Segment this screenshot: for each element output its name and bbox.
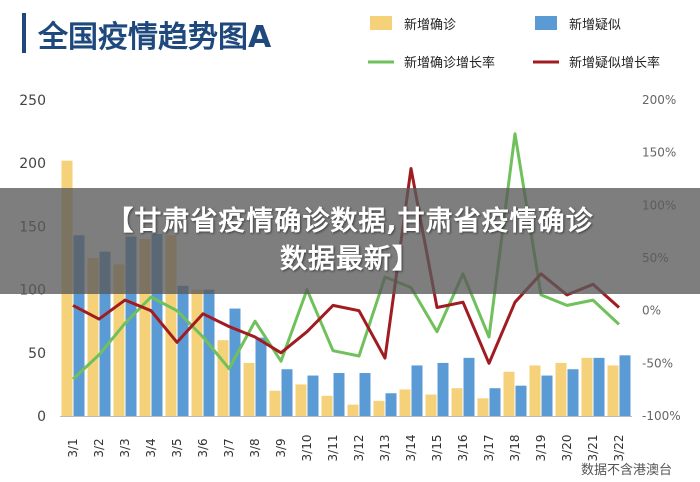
bar-confirmed bbox=[269, 390, 281, 416]
x-tick-label: 3/7 bbox=[222, 438, 236, 457]
x-tick-label: 3/22 bbox=[612, 435, 626, 462]
bar-confirmed bbox=[581, 357, 593, 416]
bar-suspected bbox=[281, 369, 293, 416]
bars bbox=[61, 160, 631, 416]
x-tick-label: 3/5 bbox=[170, 438, 184, 457]
x-tick-label: 3/4 bbox=[144, 438, 158, 457]
x-tick-label: 3/19 bbox=[534, 435, 548, 462]
right-tick-label: 200% bbox=[642, 93, 676, 107]
bar-suspected bbox=[463, 357, 475, 416]
bar-suspected bbox=[307, 375, 319, 416]
bar-suspected bbox=[151, 233, 163, 416]
bar-confirmed bbox=[139, 239, 151, 416]
headline-banner: 【甘肃省疫情确诊数据,甘肃省疫情确诊 数据最新】 bbox=[0, 188, 700, 294]
bar-suspected bbox=[333, 373, 345, 416]
bar-suspected bbox=[73, 235, 85, 416]
x-tick-label: 3/16 bbox=[456, 435, 470, 462]
x-tick-label: 3/9 bbox=[274, 438, 288, 457]
right-tick-label: 150% bbox=[642, 146, 676, 160]
bar-suspected bbox=[619, 355, 631, 416]
chart-title: 全国疫情趋势图A bbox=[37, 20, 272, 55]
bar-suspected bbox=[177, 285, 189, 416]
bar-suspected bbox=[385, 393, 397, 416]
x-tick-label: 3/21 bbox=[586, 435, 600, 462]
legend-swatch bbox=[535, 16, 557, 30]
x-tick-label: 3/8 bbox=[248, 438, 262, 457]
x-axis: 3/1 3/2 3/3 3/4 3/5 3/6 3/7 3/8 3/9 3/10 3/11 3/12 3… bbox=[60, 416, 632, 462]
bar-confirmed bbox=[373, 400, 385, 416]
x-tick-label: 3/15 bbox=[430, 435, 444, 462]
bar-confirmed bbox=[399, 389, 411, 416]
x-tick-label: 3/14 bbox=[404, 435, 418, 462]
bar-confirmed bbox=[607, 365, 619, 416]
legend-label: 新增疑似增长率 bbox=[569, 55, 660, 71]
bar-confirmed bbox=[555, 362, 567, 416]
right-tick-label: -50% bbox=[642, 356, 673, 370]
x-tick-label: 3/6 bbox=[196, 438, 210, 457]
legend-label: 新增确诊增长率 bbox=[404, 55, 495, 71]
bar-suspected bbox=[125, 236, 137, 416]
right-tick-label: -100% bbox=[642, 409, 681, 423]
bar-confirmed bbox=[87, 258, 99, 416]
left-tick-label: 200 bbox=[19, 156, 46, 172]
x-tick-label: 3/11 bbox=[326, 435, 340, 462]
bar-confirmed bbox=[217, 340, 229, 416]
bar-confirmed bbox=[425, 394, 437, 416]
bar-confirmed bbox=[451, 388, 463, 416]
title-accent-bar bbox=[22, 13, 26, 53]
legend-swatch bbox=[370, 16, 392, 30]
bar-confirmed bbox=[529, 365, 541, 416]
bar-suspected bbox=[229, 308, 241, 416]
legend-label: 新增确诊 bbox=[404, 17, 456, 33]
bar-confirmed bbox=[321, 395, 333, 416]
bar-suspected bbox=[541, 375, 553, 416]
headline-line-2: 数据最新】 bbox=[280, 244, 420, 275]
x-tick-label: 3/3 bbox=[118, 438, 132, 457]
bar-suspected bbox=[593, 357, 605, 416]
bar-suspected bbox=[411, 365, 423, 416]
bar-suspected bbox=[567, 369, 579, 416]
bar-confirmed bbox=[191, 289, 203, 416]
x-tick-label: 3/1 bbox=[66, 438, 80, 457]
x-tick-label: 3/10 bbox=[300, 435, 314, 462]
bar-confirmed bbox=[113, 264, 125, 416]
bar-confirmed bbox=[477, 398, 489, 416]
headline-line-1: 【甘肃省疫情确诊数据,甘肃省疫情确诊 bbox=[106, 206, 594, 237]
bar-confirmed bbox=[347, 404, 359, 416]
x-tick-label: 3/12 bbox=[352, 435, 366, 462]
bar-suspected bbox=[437, 362, 449, 416]
left-tick-label: 50 bbox=[28, 346, 46, 362]
bar-suspected bbox=[515, 385, 527, 416]
bar-suspected bbox=[255, 337, 267, 416]
bar-confirmed bbox=[165, 235, 177, 416]
bar-confirmed bbox=[503, 371, 515, 416]
left-tick-label: 0 bbox=[37, 409, 46, 425]
x-tick-label: 3/13 bbox=[378, 435, 392, 462]
x-tick-label: 3/2 bbox=[92, 438, 106, 457]
bar-suspected bbox=[99, 251, 111, 416]
bar-confirmed bbox=[243, 362, 255, 416]
x-tick-label: 3/17 bbox=[482, 435, 496, 462]
x-tick-label: 3/20 bbox=[560, 435, 574, 462]
legend-label: 新增疑似 bbox=[569, 17, 621, 33]
bar-suspected bbox=[359, 373, 371, 416]
x-tick-label: 3/18 bbox=[508, 435, 522, 462]
bar-confirmed bbox=[295, 384, 307, 416]
watermark-text: 数据不含港澳台 bbox=[580, 463, 672, 478]
right-tick-label: 0% bbox=[642, 304, 661, 318]
left-tick-label: 250 bbox=[19, 93, 46, 109]
bar-suspected bbox=[203, 289, 215, 416]
bar-suspected bbox=[489, 388, 501, 416]
